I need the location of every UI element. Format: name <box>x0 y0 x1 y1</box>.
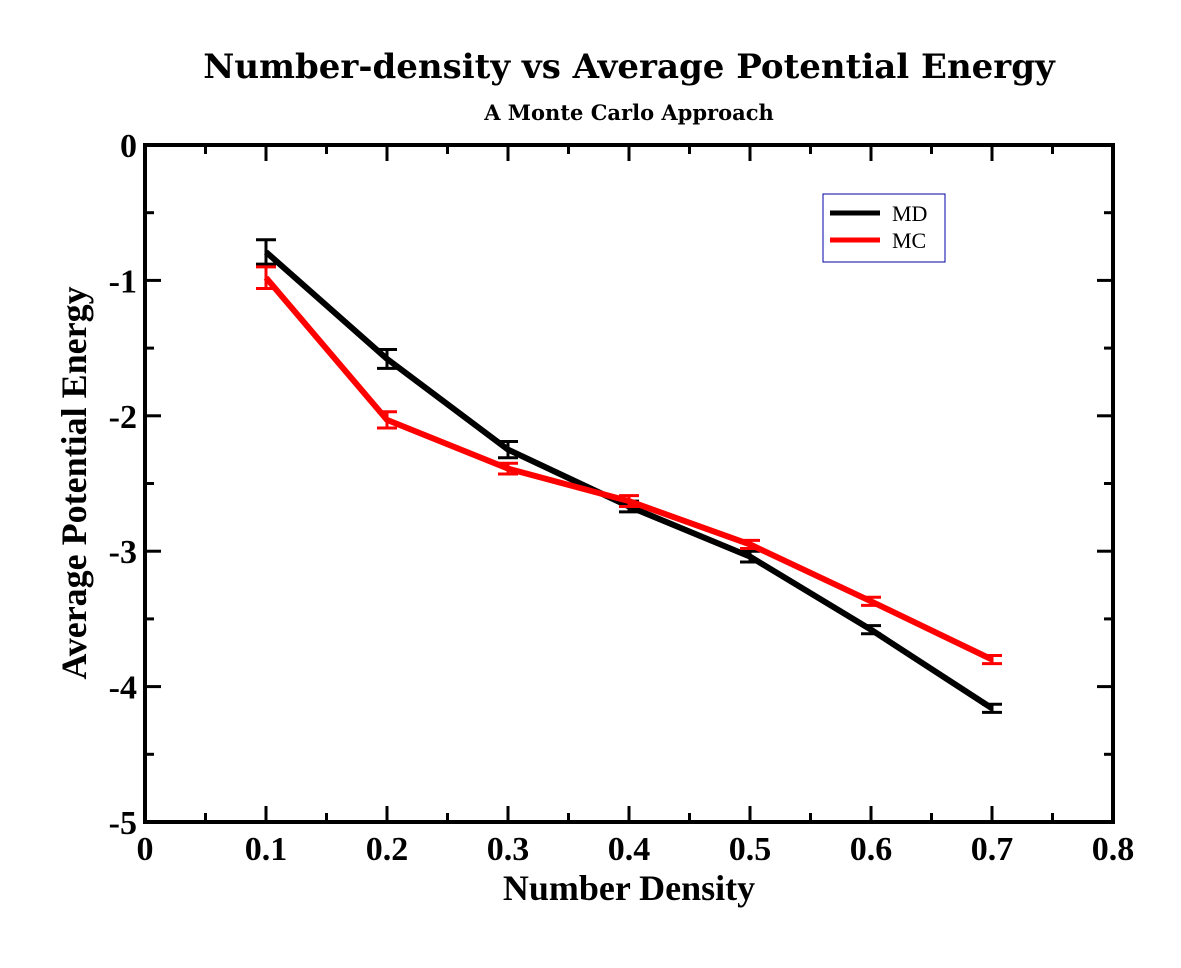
data-point-mc <box>869 599 873 603</box>
x-tick-label: 0.8 <box>1092 831 1135 868</box>
axis-ticks <box>145 145 1113 822</box>
data-point-mc <box>990 658 994 662</box>
data-point-md <box>748 555 752 559</box>
data-point-mc <box>385 418 389 422</box>
legend-box <box>822 193 946 263</box>
chart-subtitle: A Monte Carlo Approach <box>483 100 774 125</box>
chart-title: Number-density vs Average Potential Ener… <box>203 47 1056 87</box>
y-tick-label: -3 <box>109 534 137 571</box>
series-line-mc <box>263 275 994 663</box>
data-point-md <box>506 448 510 452</box>
x-tick-label: 0.7 <box>971 831 1014 868</box>
data-point-md <box>990 706 994 710</box>
y-tick-label: -5 <box>109 805 137 842</box>
data-point-mc <box>506 467 510 471</box>
x-tick-label: 0.3 <box>487 831 530 868</box>
x-axis-label: Number Density <box>503 868 755 908</box>
y-tick-label: 0 <box>120 128 137 165</box>
legend-label-md: MD <box>892 201 927 226</box>
legend: MD MC <box>822 193 946 263</box>
y-tick-labels: 0 -1 -2 -3 -4 -5 <box>109 128 137 842</box>
x-tick-labels: 0 0.1 0.2 0.3 0.4 0.5 0.6 0.7 0.8 <box>137 831 1135 868</box>
data-point-md <box>869 628 873 632</box>
x-tick-label: 0.5 <box>729 831 772 868</box>
data-point-md <box>264 250 268 254</box>
series-line-md <box>264 249 994 711</box>
x-tick-label: 0.2 <box>366 831 409 868</box>
y-tick-label: -1 <box>109 263 137 300</box>
y-axis-label: Average Potential Energy <box>54 286 94 679</box>
x-tick-label: 0.1 <box>245 831 288 868</box>
y-tick-label: -4 <box>109 670 137 707</box>
x-tick-label: 0.6 <box>850 831 893 868</box>
data-point-mc <box>264 276 268 280</box>
data-point-mc <box>627 499 631 503</box>
y-tick-label: -2 <box>109 399 137 436</box>
x-tick-label: 0 <box>137 831 154 868</box>
data-point-md <box>385 357 389 361</box>
plot-frame <box>143 143 1115 824</box>
data-point-mc <box>748 542 752 546</box>
series-layer <box>256 238 1002 714</box>
legend-label-mc: MC <box>892 228 926 253</box>
x-tick-label: 0.4 <box>608 831 651 868</box>
